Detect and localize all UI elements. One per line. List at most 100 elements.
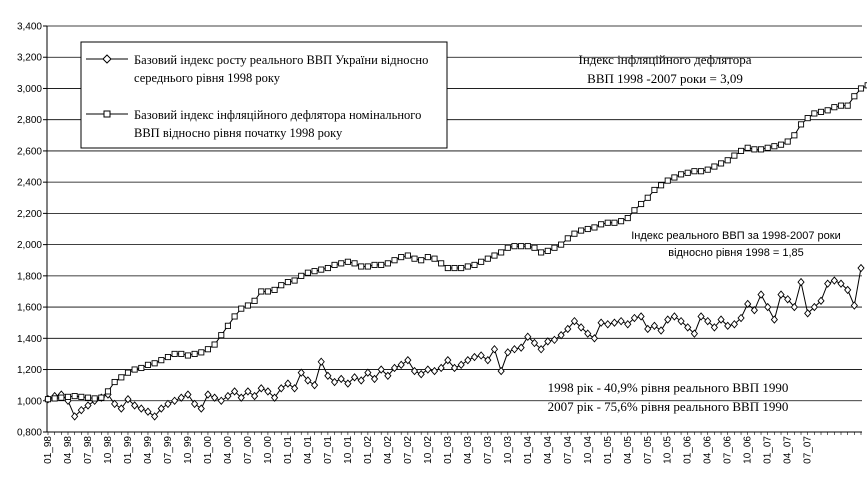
x-tick-label: 07_00: [243, 436, 254, 464]
real-gdp-point: [777, 290, 785, 299]
x-tick-label: 07_01: [323, 436, 334, 464]
real-gdp-point: [537, 345, 545, 354]
deflator-point: [684, 169, 691, 176]
real-gdp-point: [630, 313, 639, 323]
deflator-point: [831, 104, 838, 111]
deflator-point: [278, 282, 285, 289]
real-gdp-point: [71, 412, 79, 421]
deflator-point: [138, 364, 145, 372]
real-gdp-point: [270, 393, 279, 402]
real-gdp-point: [177, 393, 185, 402]
deflator-point: [658, 182, 665, 189]
y-tick-label: 1,200: [17, 365, 42, 376]
deflator-point: [311, 268, 318, 275]
real-gdp-point: [417, 370, 425, 379]
deflator-point: [731, 152, 738, 159]
real-gdp-point: [697, 312, 705, 321]
real-gdp-point: [337, 374, 345, 384]
real-gdp-point: [750, 306, 758, 315]
real-gdp-point: [404, 355, 412, 365]
real-gdp-point: [857, 263, 865, 273]
x-tick-label: 01_06: [683, 436, 694, 464]
deflator-point: [698, 168, 705, 175]
deflator-point: [364, 263, 371, 270]
deflator-point: [198, 349, 205, 356]
real-gdp-point: [684, 323, 692, 332]
deflator-point: [298, 272, 305, 279]
x-tick-label: 10_99: [183, 436, 194, 464]
x-tick-label: 07_03: [483, 436, 494, 464]
deflator-point: [851, 93, 858, 100]
annotation-2007-level: 2007 рік - 75,6% рівня реального ВВП 199…: [548, 399, 789, 414]
deflator-point: [431, 255, 438, 262]
real-gdp-point: [517, 343, 525, 352]
deflator-point: [864, 82, 867, 89]
real-gdp-point: [677, 316, 685, 326]
real-gdp-point: [164, 399, 172, 409]
deflator-point: [844, 102, 851, 109]
real-gdp-point: [470, 352, 479, 362]
deflator-point: [791, 132, 798, 139]
real-gdp-point: [384, 371, 392, 380]
real-gdp-point: [704, 316, 712, 326]
real-gdp-point: [710, 323, 718, 332]
deflator-point: [111, 378, 118, 386]
deflator-point: [318, 266, 325, 273]
real-gdp-point: [584, 329, 592, 338]
y-tick-label: 1,000: [17, 396, 42, 407]
deflator-point: [218, 332, 225, 339]
deflator-point: [737, 147, 745, 154]
deflator-point: [391, 257, 398, 264]
deflator-point: [718, 160, 725, 167]
real-gdp-point: [364, 368, 372, 377]
real-gdp-point: [137, 404, 145, 413]
x-tick-label: 01_98: [43, 436, 54, 464]
x-tick-label: 07_05: [643, 436, 654, 464]
real-gdp-point: [644, 324, 652, 334]
real-gdp-point: [290, 384, 299, 393]
deflator-point: [331, 261, 338, 268]
deflator-point: [124, 369, 132, 376]
real-gdp-point: [557, 330, 565, 340]
real-gdp-point: [604, 320, 612, 329]
x-tick-label: 10_02: [423, 436, 434, 464]
annotations: Індекс інфляційного дефлятора ВВП 1998 -…: [548, 52, 841, 414]
deflator-point: [678, 171, 685, 178]
deflator-point: [84, 394, 92, 401]
annotation-gdp-title: Індекс реального ВВП за 1998-2007 роки: [631, 230, 841, 242]
deflator-point: [724, 157, 731, 164]
deflator-point: [58, 394, 65, 401]
real-gdp-point: [784, 295, 792, 304]
real-gdp-point: [484, 355, 492, 365]
deflator-point: [171, 350, 178, 357]
deflator-point: [571, 230, 578, 237]
real-gdp-point: [730, 320, 738, 329]
x-tick-label: 07_99: [163, 436, 174, 464]
y-tick-label: 2,000: [17, 240, 42, 251]
real-gdp-point: [577, 323, 585, 332]
real-gdp-point: [171, 396, 179, 405]
deflator-point: [404, 252, 411, 259]
real-gdp-point: [264, 387, 272, 396]
annotation-deflator-title: Індекс інфляційного дефлятора: [579, 52, 752, 67]
x-tick-label: 07_07: [803, 436, 814, 464]
real-gdp-point: [657, 326, 665, 335]
deflator-point: [591, 224, 598, 231]
deflator-point: [464, 263, 471, 270]
real-gdp-point: [277, 384, 285, 393]
real-gdp-point: [477, 351, 485, 360]
deflator-point: [817, 108, 825, 115]
real-gdp-point: [397, 360, 405, 370]
real-gdp-point: [770, 315, 778, 324]
deflator-point: [344, 258, 351, 265]
deflator-point: [598, 221, 605, 228]
deflator-point: [491, 252, 498, 259]
x-tick-label: 01_05: [603, 436, 614, 464]
deflator-point: [618, 218, 625, 225]
legend-deflator-label-line2: ВВП відносно рівня початку 1998 року: [134, 126, 343, 140]
deflator-point: [631, 207, 638, 214]
deflator-point: [211, 341, 218, 348]
real-gdp-point: [224, 391, 232, 401]
deflator-point: [204, 346, 211, 353]
x-tick-label: 07_98: [83, 436, 94, 464]
